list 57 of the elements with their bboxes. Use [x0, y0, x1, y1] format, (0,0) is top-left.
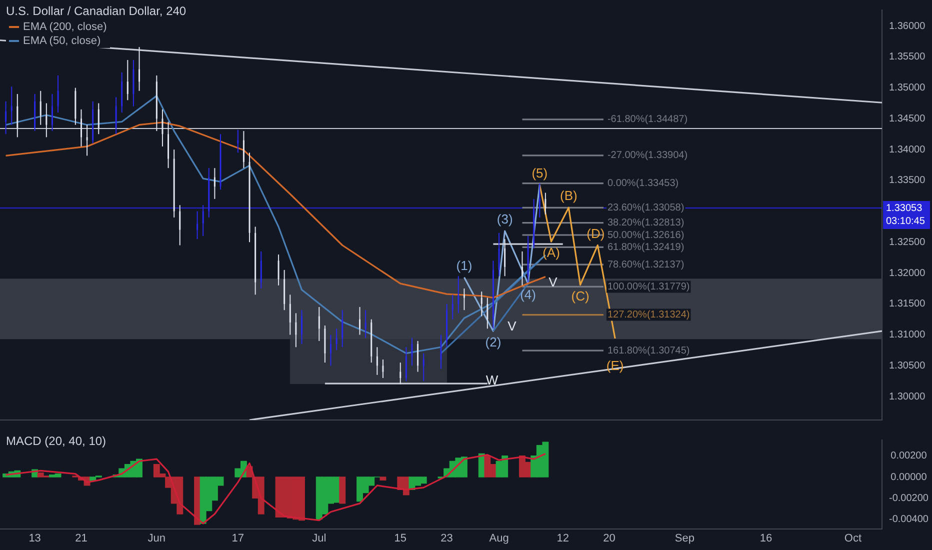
x-tick-label: Sep — [674, 532, 694, 544]
annotation: (3) — [496, 212, 513, 227]
y-tick-label: 1.34500 — [888, 113, 926, 124]
annotation: (4) — [520, 287, 536, 302]
x-tick-label: Oct — [844, 532, 862, 544]
series-label: -61.80%(1.34487) — [607, 114, 688, 126]
y-tick-label: 0.00000 — [890, 472, 928, 483]
annotation: (D) — [586, 226, 605, 241]
y-tick-label: 1.31000 — [888, 330, 926, 341]
series-label: 50.00%(1.32616) — [607, 230, 684, 241]
y-tick-label: 1.30000 — [888, 391, 926, 402]
annotation: (5) — [532, 165, 548, 180]
y-tick-label: 1.36000 — [888, 20, 926, 32]
y-tick-label: 1.34000 — [888, 144, 926, 156]
x-tick-label: 12 — [556, 532, 569, 544]
y-tick-label: 1.35000 — [888, 82, 926, 94]
y-tick-label: 0.00200 — [890, 450, 928, 462]
x-tick-label: Aug — [489, 532, 509, 544]
y-tick-label: 1.33500 — [888, 175, 926, 186]
annotation: (B) — [560, 188, 578, 204]
annotation: (A) — [542, 245, 560, 260]
chart-title: MACD (20, 40, 10) — [6, 434, 106, 448]
series-label: 100.00%(1.31779) — [607, 281, 690, 292]
y-tick-label: 1.35500 — [888, 52, 926, 63]
x-tick-label: Jul — [312, 532, 326, 544]
series-label: 161.80%(1.30745) — [607, 345, 690, 356]
y-tick-label: 1.32500 — [888, 236, 926, 248]
x-tick-label: 15 — [394, 532, 407, 544]
x-tick-label: 13 — [28, 532, 41, 544]
series-label: 38.20%(1.32813) — [607, 218, 684, 229]
x-tick-label: 20 — [603, 532, 616, 544]
y-tick-label: 1.32000 — [888, 268, 926, 279]
y-tick-label: -0.00200 — [888, 492, 929, 504]
legend-label: EMA (50, close) — [23, 35, 101, 47]
series-label: 23.60%(1.33058) — [607, 202, 684, 214]
legend-label: EMA (200, close) — [23, 21, 107, 33]
series-label: 78.60%(1.32137) — [607, 259, 684, 270]
x-tick-label: 23 — [440, 532, 453, 544]
annotation: V — [508, 318, 517, 334]
annotation: (2) — [485, 334, 502, 350]
y-tick-label: 1.31500 — [888, 298, 926, 310]
ref-line-label: 1.33053 03:10:45 — [886, 202, 926, 227]
annotation: (1) — [456, 258, 472, 273]
x-tick-label: 17 — [232, 532, 244, 544]
x-tick-label: 21 — [75, 532, 88, 544]
series-label: 0.00%(1.33453) — [607, 178, 679, 190]
series-label: 61.80%(1.32419) — [607, 242, 684, 253]
x-tick-label: Jun — [148, 532, 166, 544]
y-tick-label: 1.30500 — [888, 360, 926, 372]
annotation: W — [486, 372, 499, 388]
series-label: 127.20%(1.31324) — [607, 310, 690, 321]
y-tick-label: -0.00400 — [888, 514, 929, 526]
annotation: (C) — [571, 288, 590, 304]
x-tick-label: 16 — [760, 532, 772, 544]
chart-title: U.S. Dollar / Canadian Dollar, 240 — [6, 4, 186, 18]
series-label: -27.00%(1.33904) — [607, 150, 688, 162]
annotation: V — [548, 274, 558, 290]
